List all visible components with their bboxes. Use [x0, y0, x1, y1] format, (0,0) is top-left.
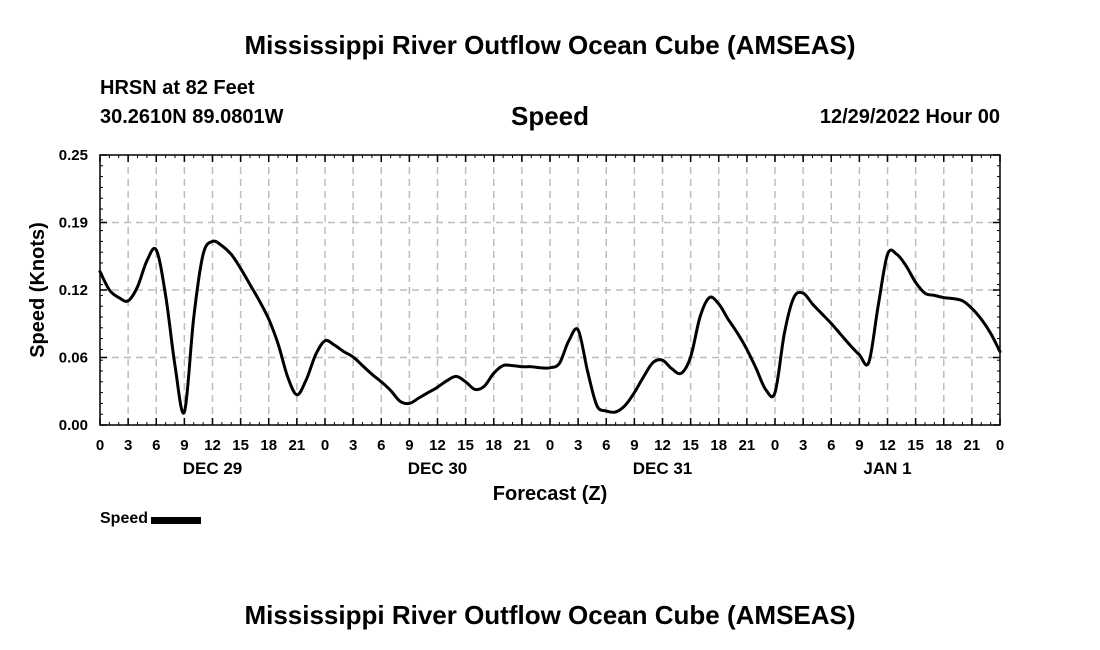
legend: Speed — [100, 510, 202, 528]
series — [98, 239, 1002, 415]
x-day-label: JAN 1 — [863, 459, 911, 478]
legend-label: Speed — [100, 510, 149, 527]
x-tick-label: 15 — [682, 437, 699, 454]
x-tick-label: 21 — [964, 437, 981, 454]
x-tick-label: 9 — [630, 437, 638, 454]
footer-title: Mississippi River Outflow Ocean Cube (AM… — [244, 600, 856, 630]
x-tick-label: 6 — [377, 437, 385, 454]
x-tick-label: 12 — [654, 437, 671, 454]
x-tick-label: 3 — [349, 437, 357, 454]
y-axis-label: Speed (Knots) — [27, 222, 49, 358]
x-tick-label: 21 — [739, 437, 756, 454]
axis-labels: Speed (Knots) Forecast (Z) 0 3 6 9 12 15 18 21 0… — [27, 147, 1004, 505]
x-tick-label: 9 — [405, 437, 413, 454]
series-line-speed — [98, 239, 1002, 415]
x-tick-label: 0 — [771, 437, 779, 454]
grid — [100, 155, 1000, 425]
x-tick-label: 0 — [321, 437, 329, 454]
x-tick-label: 9 — [855, 437, 863, 454]
x-tick-label: 21 — [289, 437, 306, 454]
y-tick-label: 0.00 — [59, 417, 88, 434]
x-day-label: DEC 30 — [408, 459, 468, 478]
y-tick-label: 0.12 — [59, 282, 88, 299]
x-tick-label: 21 — [514, 437, 531, 454]
station-coordinates: 30.2610N 89.0801W — [100, 106, 284, 128]
legend-line-swatch — [151, 517, 202, 524]
y-tick-label: 0.06 — [59, 350, 88, 367]
page-title: Mississippi River Outflow Ocean Cube (AM… — [244, 30, 856, 60]
x-tick-label: 12 — [204, 437, 221, 454]
x-tick-label: 6 — [602, 437, 610, 454]
x-tick-label: 12 — [879, 437, 896, 454]
forecast-run-date: 12/29/2022 Hour 00 — [819, 106, 1000, 128]
y-tick-label: 0.19 — [59, 215, 88, 232]
x-axis-label: Forecast (Z) — [493, 483, 607, 505]
x-tick-label: 15 — [457, 437, 474, 454]
x-tick-label: 3 — [799, 437, 807, 454]
x-tick-label: 18 — [935, 437, 952, 454]
x-tick-label: 15 — [232, 437, 249, 454]
x-tick-label: 6 — [152, 437, 160, 454]
station-label: HRSN at 82 Feet — [100, 77, 255, 99]
x-tick-label: 18 — [260, 437, 277, 454]
x-tick-label: 18 — [485, 437, 502, 454]
x-tick-label: 0 — [546, 437, 554, 454]
x-tick-label: 3 — [124, 437, 132, 454]
x-tick-label: 9 — [180, 437, 188, 454]
chart-title: Speed — [510, 101, 590, 131]
plot-frame — [99, 154, 1001, 426]
axes — [99, 154, 1001, 426]
x-day-label: DEC 31 — [633, 459, 693, 478]
x-tick-label: 6 — [827, 437, 835, 454]
x-tick-label: 18 — [710, 437, 727, 454]
x-tick-label: 15 — [907, 437, 924, 454]
y-tick-label: 0.25 — [59, 147, 88, 164]
x-tick-label: 0 — [996, 437, 1004, 454]
x-day-label: DEC 29 — [183, 459, 243, 478]
x-tick-label: 3 — [574, 437, 582, 454]
x-tick-label: 0 — [96, 437, 104, 454]
x-tick-label: 12 — [429, 437, 446, 454]
